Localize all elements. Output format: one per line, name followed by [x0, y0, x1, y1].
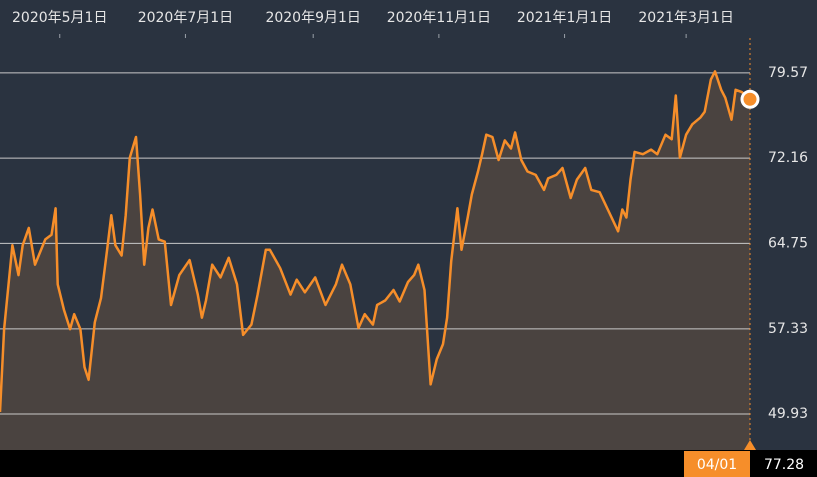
date-badge: [684, 451, 750, 477]
price-line: [0, 70, 751, 413]
x-tick-label: 2020年11月1日: [387, 10, 491, 26]
footer-strip: [0, 450, 817, 477]
x-tick-label: 2020年5月1日: [12, 10, 107, 26]
y-tick-label: 79.57: [768, 65, 808, 81]
x-tick-label: 2020年9月1日: [265, 10, 360, 26]
last-point: [740, 89, 760, 109]
y-tick-label: 57.33: [768, 321, 808, 337]
crosshair-pointer: [744, 440, 756, 450]
y-tick-label: 72.16: [768, 150, 808, 166]
x-tick-label: 2021年1月1日: [517, 10, 612, 26]
x-tick-label: 2021年3月1日: [638, 10, 733, 26]
x-tick-label: 2020年7月1日: [138, 10, 233, 26]
last-value-label: 77.28: [764, 457, 804, 473]
y-tick-label: 49.93: [768, 406, 808, 422]
area: [0, 71, 750, 451]
y-tick-label: 64.75: [768, 235, 808, 251]
date-label: 04/01: [697, 457, 737, 473]
